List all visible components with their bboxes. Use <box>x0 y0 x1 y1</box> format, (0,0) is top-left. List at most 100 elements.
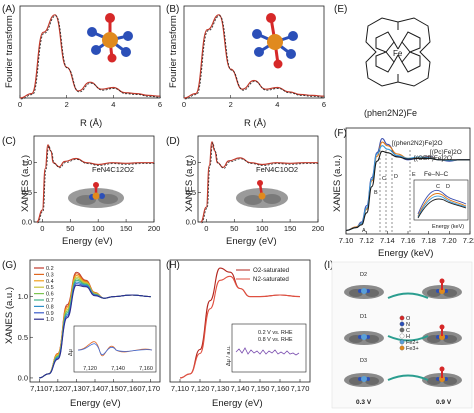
panel-g-legend-label: 0.8 <box>46 304 54 310</box>
panel-i-letter: (I) <box>324 260 333 271</box>
panel-g-inset-ylabel: Δμ <box>68 349 74 356</box>
panel-f: (F) XANES (a.u.) Energy (keV) 7.10 7.12 7.… <box>332 127 474 259</box>
panel-c-xticks: 0 50 100 150 200 <box>40 219 160 233</box>
panel-h-inset-legend-1: 0.2 V vs. RHE <box>258 330 293 336</box>
x-tick-label: 7,160 <box>123 384 142 393</box>
x-tick-label: 2 <box>229 100 233 109</box>
x-tick-label: 7.20 <box>442 236 457 245</box>
panel-i-legend-label: H <box>406 334 410 340</box>
panel-e-caption: (phen2N2)Fe <box>364 108 417 118</box>
panel-g-inset-tick: 7,120 <box>83 366 97 372</box>
panel-f-legend-3: [(Pc)Fe]2O <box>430 149 462 156</box>
panel-i-molecule <box>422 366 462 387</box>
panel-i-d1: D1 <box>360 314 367 320</box>
panel-h-letter: (H) <box>166 260 180 271</box>
panel-g-legend-label: 0.7 <box>46 298 54 304</box>
panel-c-annotation: FeN4C12O2 <box>92 165 134 174</box>
panel-g-legend-label: 0.2 <box>46 266 54 272</box>
panel-a-molecule <box>87 13 133 63</box>
x-tick-label: 7.10 <box>339 236 354 245</box>
panel-h-legend-1: O2-saturated <box>253 267 290 274</box>
panel-a-fit-line <box>20 15 161 100</box>
x-tick-label: 0 <box>40 224 44 233</box>
panel-i-legend-label: Fe3+ <box>406 346 419 352</box>
panel-g-inset: Δμ 7,120 7,140 7,160 <box>68 325 157 373</box>
x-tick-label: 7.16 <box>401 236 416 245</box>
panel-i-molecule <box>422 278 462 299</box>
panel-e-letter: (E) <box>334 4 347 15</box>
panel-f-inset-c: C <box>436 184 440 190</box>
panel-h-legend-2: N2-saturated <box>253 276 289 283</box>
panel-a-letter: (A) <box>2 4 15 15</box>
x-tick-label: 4 <box>275 100 279 109</box>
x-tick-label: 7,130 <box>67 384 86 393</box>
panel-a-frame <box>19 5 161 99</box>
panel-g-legend: 0.20.30.40.50.60.70.80.91.0 <box>34 266 54 323</box>
panel-g-legend-label: 0.4 <box>46 279 54 285</box>
panel-f-peak-b: B <box>374 190 378 196</box>
panel-g-yticks: 0.0 0.5 1.0 <box>18 292 33 382</box>
phen-fe-structure <box>365 17 431 87</box>
y-tick-label: 1.0 <box>186 158 196 167</box>
panel-i-d3: D3 <box>360 358 367 364</box>
panel-d-ylabel: XANES (a.u.) <box>184 155 195 212</box>
y-tick-label: 0.0 <box>18 373 28 382</box>
panel-f-legend-1: [(phen2N2)Fe]2O <box>392 140 443 147</box>
panel-d-yticks: 0.0 0.5 1.0 <box>186 158 201 227</box>
panel-i-legend-label: O <box>406 316 411 322</box>
panel-f-peak-e: E <box>412 172 416 178</box>
panel-h-xticks: 7,110 7,120 7,130 7,140 7,150 7,160 7,170 <box>171 379 309 393</box>
panel-b-molecule <box>252 13 298 69</box>
panel-h-series-line <box>179 275 301 379</box>
x-tick-label: 100 <box>256 224 269 233</box>
panel-a-ylabel: Fourier transform <box>4 15 15 88</box>
panel-b: (B) Fourier transform R (Å) 0 2 4 6 <box>166 4 326 129</box>
panel-a-xticks: 0 2 4 6 <box>18 95 162 109</box>
panel-g-series-line <box>39 284 151 379</box>
panel-d-fit-line <box>201 142 319 224</box>
panel-c-ylabel: XANES (a.u.) <box>20 155 31 212</box>
panel-c-frame <box>33 135 155 223</box>
x-tick-label: 7.12 <box>359 236 374 245</box>
y-tick-label: 0.5 <box>186 188 196 197</box>
x-tick-label: 150 <box>284 224 297 233</box>
panel-b-xticks: 0 2 4 6 <box>182 95 326 109</box>
structure-fe-label: Fe <box>393 49 403 58</box>
x-tick-label: 0 <box>204 224 208 233</box>
panel-c-yticks: 0.0 0.5 1.0 <box>22 158 37 227</box>
panel-b-fit-line <box>184 15 325 100</box>
panel-i-legend-label: N <box>406 322 410 328</box>
panel-d-frame <box>197 135 319 223</box>
panel-g-legend-label: 0.3 <box>46 272 54 278</box>
panel-d-annotation: FeN4C10O2 <box>256 165 298 174</box>
panel-i-legend-label: C <box>406 328 410 334</box>
x-tick-label: 7.14 <box>380 236 395 245</box>
x-tick-label: 50 <box>230 224 238 233</box>
panel-g-legend-label: 0.5 <box>46 285 54 291</box>
y-tick-label: 1.0 <box>22 158 32 167</box>
panel-d-molecule <box>236 180 288 208</box>
x-tick-label: 50 <box>66 224 74 233</box>
panel-i-voltage-1: 0.3 V <box>356 399 372 406</box>
panel-h-xlabel: Energy (eV) <box>212 398 263 409</box>
panel-g-letter: (G) <box>2 260 16 271</box>
panel-f-letter: (F) <box>334 128 347 139</box>
x-tick-label: 7,110 <box>171 384 189 393</box>
panel-e: (E) Fe (phen2N2)Fe <box>334 4 431 118</box>
panel-i-molecule <box>344 373 384 387</box>
panel-i-arrow-2 <box>387 335 429 342</box>
panel-c-letter: (C) <box>2 136 16 147</box>
panel-i-arrow-1 <box>387 292 429 299</box>
panel-g-inset-tick: 7,160 <box>139 366 153 372</box>
panel-f-series <box>345 138 470 232</box>
x-tick-label: 7,160 <box>271 384 290 393</box>
panel-b-frame <box>183 5 325 99</box>
x-tick-label: 0 <box>18 100 22 109</box>
panel-g-ylabel: XANES (a.u.) <box>4 287 15 344</box>
panel-h-inset-legend-2: 0.8 V vs. RHE <box>258 337 293 343</box>
panel-f-inset-xlabel: Energy (keV) <box>432 224 464 230</box>
panel-g-legend-label: 1.0 <box>46 317 54 323</box>
x-tick-label: 150 <box>120 224 133 233</box>
panel-c-data-line <box>36 144 154 223</box>
